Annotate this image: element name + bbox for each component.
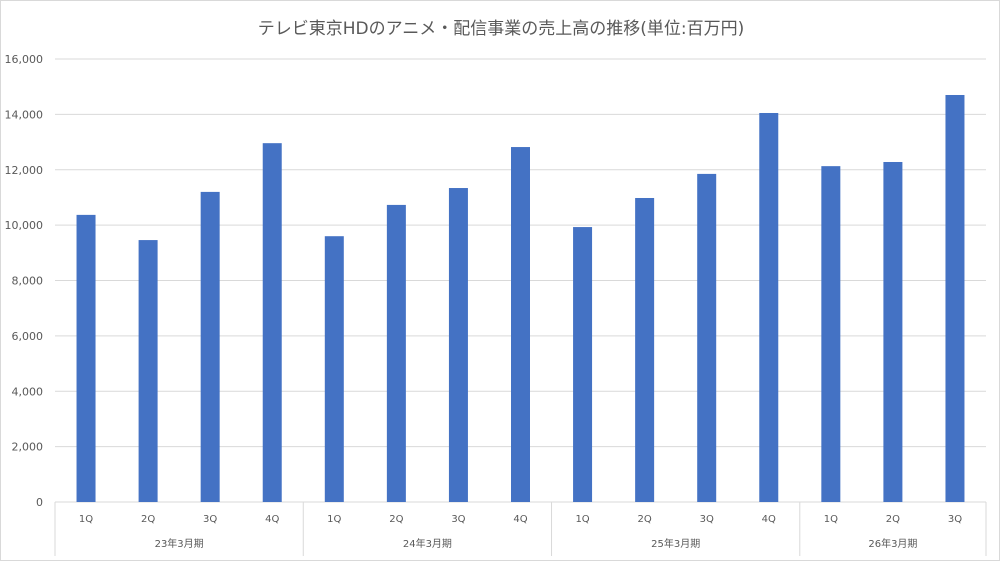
x-tick-label: 2Q (389, 514, 403, 525)
x-tick-label: 4Q (265, 514, 279, 525)
bar (324, 236, 344, 502)
x-tick-label: 1Q (575, 514, 589, 525)
y-tick-label: 12,000 (5, 164, 44, 177)
y-tick-label: 14,000 (5, 108, 44, 121)
bar (448, 188, 468, 502)
x-tick-label: 3Q (948, 514, 962, 525)
y-tick-label: 6,000 (12, 330, 44, 343)
bar (697, 173, 717, 502)
x-tick-label: 1Q (824, 514, 838, 525)
y-tick-label: 8,000 (12, 275, 44, 288)
group-label: 26年3月期 (868, 537, 917, 550)
bar (200, 191, 220, 502)
y-tick-label: 0 (36, 496, 43, 509)
group-label: 25年3月期 (651, 537, 700, 550)
bar (76, 214, 96, 503)
x-tick-label: 3Q (203, 514, 217, 525)
bar (945, 94, 965, 503)
x-tick-label: 2Q (886, 514, 900, 525)
bar (883, 161, 903, 502)
x-tick-label: 3Q (700, 514, 714, 525)
y-tick-label: 16,000 (5, 53, 44, 66)
bar (511, 147, 530, 502)
bar (262, 143, 282, 503)
bar (759, 112, 779, 502)
bar (386, 204, 406, 502)
y-tick-label: 10,000 (5, 219, 44, 232)
group-label: 24年3月期 (403, 537, 452, 550)
x-tick-label: 1Q (79, 514, 93, 525)
y-tick-label: 2,000 (12, 441, 44, 454)
bar (635, 197, 655, 502)
group-label: 23年3月期 (155, 537, 204, 550)
x-tick-label: 4Q (513, 514, 527, 525)
x-tick-label: 2Q (141, 514, 155, 525)
x-tick-label: 1Q (327, 514, 341, 525)
chart-title: テレビ東京HDのアニメ・配信事業の売上高の推移(単位:百万円) (258, 19, 745, 39)
x-tick-label: 3Q (451, 514, 465, 525)
y-tick-label: 4,000 (12, 385, 44, 398)
bar (821, 166, 841, 502)
bar (138, 240, 158, 503)
x-tick-label: 2Q (638, 514, 652, 525)
x-tick-label: 4Q (762, 514, 776, 525)
bar (573, 227, 593, 503)
